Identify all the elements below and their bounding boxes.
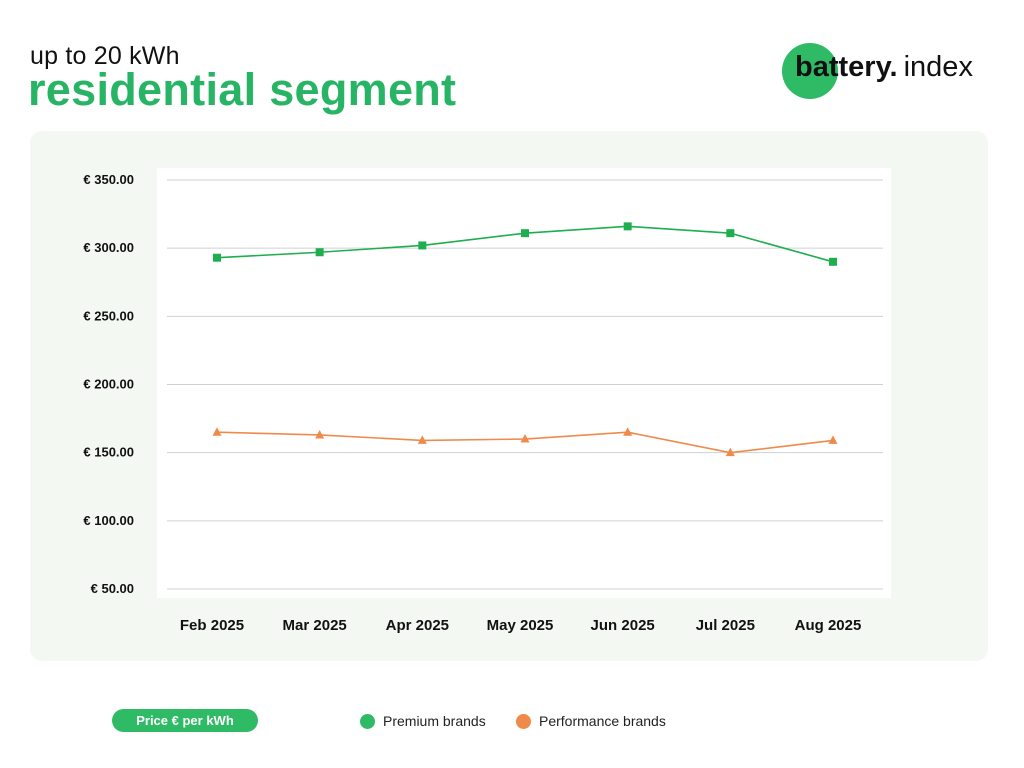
y-tick-label: € 200.00	[83, 377, 134, 392]
logo-text-bold: battery.	[795, 51, 898, 83]
x-tick-label: Apr 2025	[386, 617, 449, 634]
y-tick-label: € 250.00	[83, 308, 134, 323]
legend-label-premium: Premium brands	[383, 713, 486, 729]
series-performance-brands	[212, 427, 838, 457]
price-line-chart: € 350.00 € 300.00 € 250.00 € 200.00 € 150.00…	[83, 168, 891, 634]
y-tick-label: € 50.00	[91, 581, 134, 596]
data-point-square	[623, 222, 632, 231]
data-point-square	[829, 257, 837, 266]
data-point-triangle	[417, 435, 427, 444]
data-point-triangle	[623, 427, 633, 436]
y-tick-label: € 350.00	[83, 172, 134, 187]
legend-item-performance: Performance brands	[516, 710, 666, 732]
plot-area	[157, 168, 891, 598]
data-point-triangle	[212, 427, 222, 436]
series-group	[212, 222, 838, 457]
data-point-square	[418, 241, 427, 250]
page-title: residential segment	[28, 64, 457, 115]
y-axis-ticks: € 350.00 € 300.00 € 250.00 € 200.00 € 150.00…	[83, 172, 134, 596]
data-point-triangle	[828, 435, 838, 444]
y-tick-label: € 100.00	[83, 513, 134, 528]
x-tick-label: May 2025	[487, 617, 554, 634]
logo-circle-icon	[782, 43, 838, 99]
data-point-square	[521, 229, 529, 238]
unit-label-pill: Price € per kWh	[112, 709, 258, 732]
series-premium-brands	[213, 222, 837, 266]
legend-dot-icon	[516, 713, 531, 729]
x-tick-label: Mar 2025	[283, 617, 347, 634]
logo-text: battery. index	[795, 51, 973, 84]
x-axis-ticks: Feb 2025 Mar 2025 Apr 2025 May 2025 Jun 2025…	[180, 617, 861, 634]
legend-dot-icon	[360, 713, 375, 729]
x-tick-label: Jun 2025	[591, 617, 655, 634]
x-tick-label: Jul 2025	[696, 617, 755, 634]
x-tick-label: Feb 2025	[180, 617, 244, 634]
data-point-triangle	[520, 434, 530, 443]
grid-lines	[167, 179, 883, 590]
data-point-square	[213, 253, 221, 262]
data-point-square	[315, 248, 324, 257]
legend-label-performance: Performance brands	[539, 713, 666, 729]
page-subtitle: up to 20 kWh	[30, 42, 180, 70]
legend-item-premium: Premium brands	[360, 710, 486, 732]
x-tick-label: Aug 2025	[795, 617, 862, 634]
y-tick-label: € 150.00	[83, 445, 134, 460]
brand-logo: battery. index	[782, 42, 1012, 100]
y-tick-label: € 300.00	[83, 240, 134, 255]
data-point-square	[726, 229, 735, 238]
data-point-triangle	[725, 447, 735, 457]
logo-text-light: index	[903, 51, 973, 83]
data-point-triangle	[315, 429, 325, 439]
